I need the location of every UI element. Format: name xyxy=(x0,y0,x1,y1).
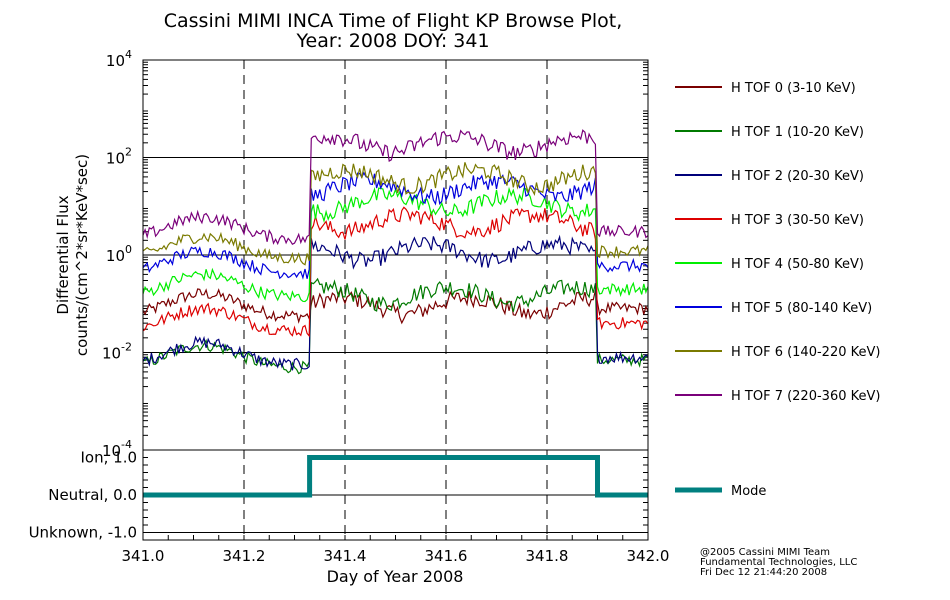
y-tick-label: 10-2 xyxy=(102,341,132,363)
y-tick-label: 104 xyxy=(106,48,132,70)
y-tick-label: 100 xyxy=(106,243,132,265)
mode-panel-frame xyxy=(142,449,649,541)
series-line-htof-6 xyxy=(142,162,649,266)
legend-entry: H TOF 1 (10-20 KeV) xyxy=(731,125,864,140)
series-line-htof-4 xyxy=(142,186,649,303)
credit-line-2: Fundamental Technologies, LLC xyxy=(700,557,857,568)
x-tick-label: 342.0 xyxy=(627,547,670,565)
legend-entry-mode: Mode xyxy=(731,484,766,499)
legend: H TOF 0 (3-10 KeV) H TOF 1 (10-20 KeV) H T… xyxy=(675,81,880,499)
mode-y-tick-label: Ion, 1.0 xyxy=(81,449,138,467)
credit-line-3: Fri Dec 12 21:44:20 2008 xyxy=(700,567,827,578)
legend-entry: H TOF 3 (30-50 KeV) xyxy=(731,213,864,228)
legend-entry: H TOF 5 (80-140 KeV) xyxy=(731,301,872,316)
x-tick-label: 341.4 xyxy=(324,547,367,565)
series-line-htof-3 xyxy=(142,206,649,338)
legend-entry: H TOF 0 (3-10 KeV) xyxy=(731,81,856,96)
legend-entry: H TOF 2 (20-30 KeV) xyxy=(731,169,864,184)
x-tick-label: 341.6 xyxy=(425,547,468,565)
mode-y-tick-label: Unknown, -1.0 xyxy=(29,524,137,542)
credit-line-1: @2005 Cassini MIMI Team xyxy=(700,547,830,558)
legend-entry: H TOF 7 (220-360 KeV) xyxy=(731,389,880,404)
y-axis-label-line1: Differential Flux xyxy=(54,195,72,314)
mode-panel: Ion, 1.0 Neutral, 0.0 Unknown, -1.0 341.0 34… xyxy=(29,449,670,566)
x-tick-label: 341.2 xyxy=(223,547,266,565)
series-line-htof-2 xyxy=(142,234,649,371)
plot-title-line2: Year: 2008 DOY: 341 xyxy=(295,30,489,52)
series-line-htof-0 xyxy=(142,287,649,325)
y-axis-label-line2: counts/(cm^2*sr*KeV*sec) xyxy=(73,154,91,356)
mode-series-line xyxy=(143,455,648,498)
x-axis-label: Day of Year 2008 xyxy=(327,567,464,586)
series-line-htof-1 xyxy=(142,277,649,375)
mode-y-tick-label: Neutral, 0.0 xyxy=(48,486,137,504)
series-line-htof-7 xyxy=(142,129,649,246)
legend-entry: H TOF 6 (140-220 KeV) xyxy=(731,345,880,360)
plot-title-line1: Cassini MIMI INCA Time of Flight KP Brow… xyxy=(164,10,623,32)
flux-panel: 104 102 100 10-2 10-4 xyxy=(102,48,649,540)
y-tick-label: 10-4 xyxy=(102,438,132,460)
legend-entry: H TOF 4 (50-80 KeV) xyxy=(731,257,864,272)
x-tick-label: 341.0 xyxy=(122,547,165,565)
y-tick-label: 102 xyxy=(106,146,132,168)
x-tick-label: 341.8 xyxy=(526,547,569,565)
series-line-htof-5 xyxy=(142,171,649,280)
